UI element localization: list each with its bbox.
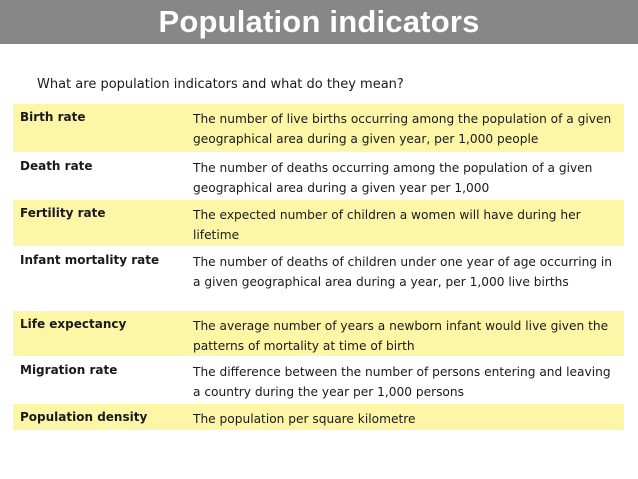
term-cell: Death rate: [20, 159, 93, 173]
term-cell: Fertility rate: [20, 206, 106, 220]
indicators-table: Birth rate The number of live births occ…: [13, 104, 624, 431]
term-cell: Migration rate: [20, 363, 118, 377]
subtitle: What are population indicators and what …: [37, 77, 404, 92]
term-cell: Infant mortality rate: [20, 253, 160, 267]
definition-cell: The difference between the number of per…: [193, 365, 611, 399]
term-cell: Birth rate: [20, 110, 86, 124]
table-row: Life expectancy The average number of ye…: [13, 311, 624, 357]
definition-cell: The average number of years a newborn in…: [193, 319, 609, 353]
term-cell: Population density: [20, 410, 148, 424]
definition-cell: The expected number of children a women …: [193, 208, 581, 242]
definition-cell: The number of live births occurring amon…: [193, 112, 612, 146]
title-bar: Population indicators: [0, 0, 638, 44]
table-row: Fertility rate The expected number of ch…: [13, 200, 624, 247]
definition-cell: The number of deaths of children under o…: [193, 255, 613, 289]
table-row: Population density The population per sq…: [13, 404, 624, 431]
table-row: Death rate The number of deaths occurrin…: [13, 153, 624, 200]
table-row: Migration rate The difference between th…: [13, 357, 624, 404]
table-row: Birth rate The number of live births occ…: [13, 104, 624, 153]
term-cell: Life expectancy: [20, 317, 127, 331]
page-title: Population indicators: [158, 4, 480, 39]
definition-cell: The population per square kilometre: [193, 412, 416, 426]
table-row: Infant mortality rate The number of deat…: [13, 247, 624, 311]
definition-cell: The number of deaths occurring among the…: [193, 161, 593, 195]
